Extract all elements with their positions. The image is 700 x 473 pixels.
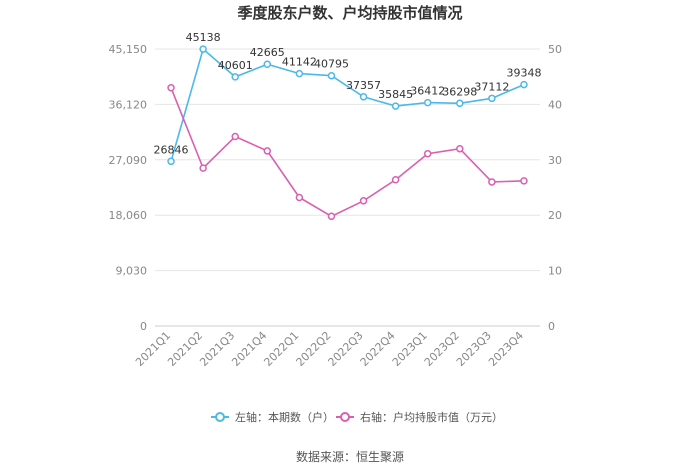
data-point-left [327, 71, 336, 80]
data-point-left [359, 93, 368, 101]
data-point-left [167, 157, 175, 166]
grid-lines [155, 48, 540, 327]
data-point-right [295, 193, 304, 202]
data-point-left [199, 45, 207, 53]
left-tick-label: 0 [140, 320, 147, 333]
left-tick-label: 45,150 [109, 43, 148, 56]
data-label: 41142 [282, 56, 317, 69]
legend-left-label: 左轴：本期数（户） [235, 410, 334, 424]
right-tick-label: 40 [548, 98, 562, 111]
data-point-right [520, 177, 528, 185]
left-axis-ticks: 0 9,030 18,060 27,090 36,120 45,150 [109, 43, 148, 333]
data-point-right [391, 175, 400, 184]
data-point-right [167, 84, 175, 92]
data-point-right [263, 147, 272, 155]
right-tick-label: 0 [548, 320, 555, 333]
data-label: 42665 [250, 46, 285, 59]
right-tick-label: 50 [548, 43, 562, 56]
left-tick-label: 36,120 [109, 98, 148, 111]
left-tick-label: 27,090 [109, 154, 148, 167]
data-point-right [456, 144, 464, 153]
x-axis-ticks: 2021Q12021Q22021Q32021Q42022Q12022Q22022… [133, 329, 526, 369]
chart-title: 季度股东户数、户均持股市值情况 [237, 4, 462, 22]
legend-item-left-series[interactable]: 左轴：本期数（户） [211, 410, 334, 424]
data-label: 40795 [314, 58, 349, 71]
right-tick-label: 10 [548, 265, 562, 278]
data-point-right [359, 197, 368, 205]
data-label: 26846 [154, 143, 189, 156]
data-label: 37357 [346, 79, 381, 92]
data-point-right [199, 164, 207, 172]
data-point-left [456, 99, 464, 108]
data-point-left [231, 73, 239, 81]
series-line-right [170, 87, 524, 218]
data-label: 36298 [442, 85, 477, 98]
data-label: 36412 [410, 85, 445, 98]
x-tick-label: 2023Q4 [486, 329, 526, 369]
series-lines [167, 45, 528, 221]
data-point-right [231, 132, 239, 141]
legend-item-right-series[interactable]: 右轴：户均持股市值（万元） [336, 410, 503, 424]
data-point-left [423, 98, 432, 107]
data-point-left [488, 94, 496, 103]
left-tick-label: 18,060 [109, 209, 148, 222]
data-point-left [391, 102, 400, 110]
data-point-left [520, 80, 528, 89]
data-label: 45138 [186, 31, 221, 44]
data-point-left [263, 60, 272, 68]
legend: 左轴：本期数（户） 右轴：户均持股市值（万元） [211, 410, 503, 424]
data-source: 数据来源：恒生聚源 [296, 449, 404, 464]
data-label: 40601 [218, 59, 253, 72]
right-tick-label: 20 [548, 209, 562, 222]
legend-left-marker [215, 412, 225, 422]
data-label: 35845 [378, 88, 413, 101]
left-tick-label: 9,030 [116, 265, 148, 278]
legend-right-marker [340, 412, 350, 422]
series-line-left [170, 47, 525, 162]
data-label: 39348 [506, 67, 541, 80]
data-point-left [295, 69, 304, 78]
data-point-right [327, 212, 336, 221]
right-axis-ticks: 0 10 20 30 40 50 [548, 43, 562, 333]
data-point-right [488, 178, 496, 186]
legend-right-label: 右轴：户均持股市值（万元） [360, 410, 503, 424]
data-point-right [423, 149, 432, 158]
data-label: 37112 [474, 80, 509, 93]
right-tick-label: 30 [548, 154, 562, 167]
